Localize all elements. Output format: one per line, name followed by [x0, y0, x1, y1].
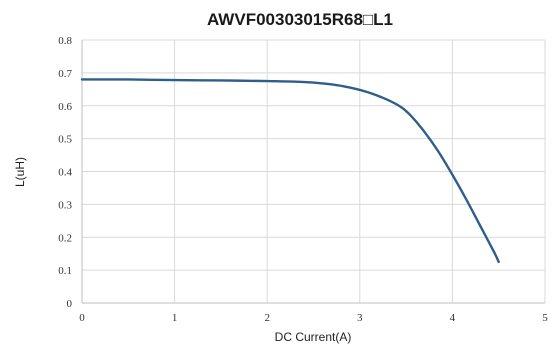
y-axis-label: L(uH) [13, 157, 27, 187]
axes [81, 40, 545, 304]
y-tick-labels: 0 0.1 0.2 0.3 0.4 0.5 0.6 0.7 0.8 [58, 35, 72, 310]
x-tick-label-2: 2 [264, 312, 270, 324]
y-tick-label-6: 0.6 [58, 101, 72, 113]
y-tick-label-3: 0.3 [58, 199, 72, 211]
y-tick-label-1: 0.1 [58, 265, 72, 277]
x-tick-labels: 0 1 2 3 4 5 [79, 312, 548, 324]
chart-title: AWVF00303015R68□L1 [207, 10, 393, 29]
y-tick-label-7: 0.7 [58, 68, 72, 80]
y-tick-label-2: 0.2 [58, 232, 72, 244]
grid-lines [82, 39, 546, 303]
series-line-0 [80, 78, 500, 264]
x-tick-label-5: 5 [542, 312, 548, 324]
x-tick-label-4: 4 [450, 312, 456, 324]
y-tick-label-5: 0.5 [58, 134, 72, 146]
y-tick-label-4: 0.4 [58, 167, 72, 179]
series-group [80, 78, 500, 264]
x-tick-label-3: 3 [357, 312, 363, 324]
y-tick-label-0: 0 [67, 298, 73, 310]
x-tick-label-1: 1 [172, 312, 178, 324]
y-tick-label-8: 0.8 [58, 35, 72, 47]
x-tick-label-0: 0 [79, 312, 85, 324]
x-axis-label: DC Current(A) [275, 330, 352, 344]
